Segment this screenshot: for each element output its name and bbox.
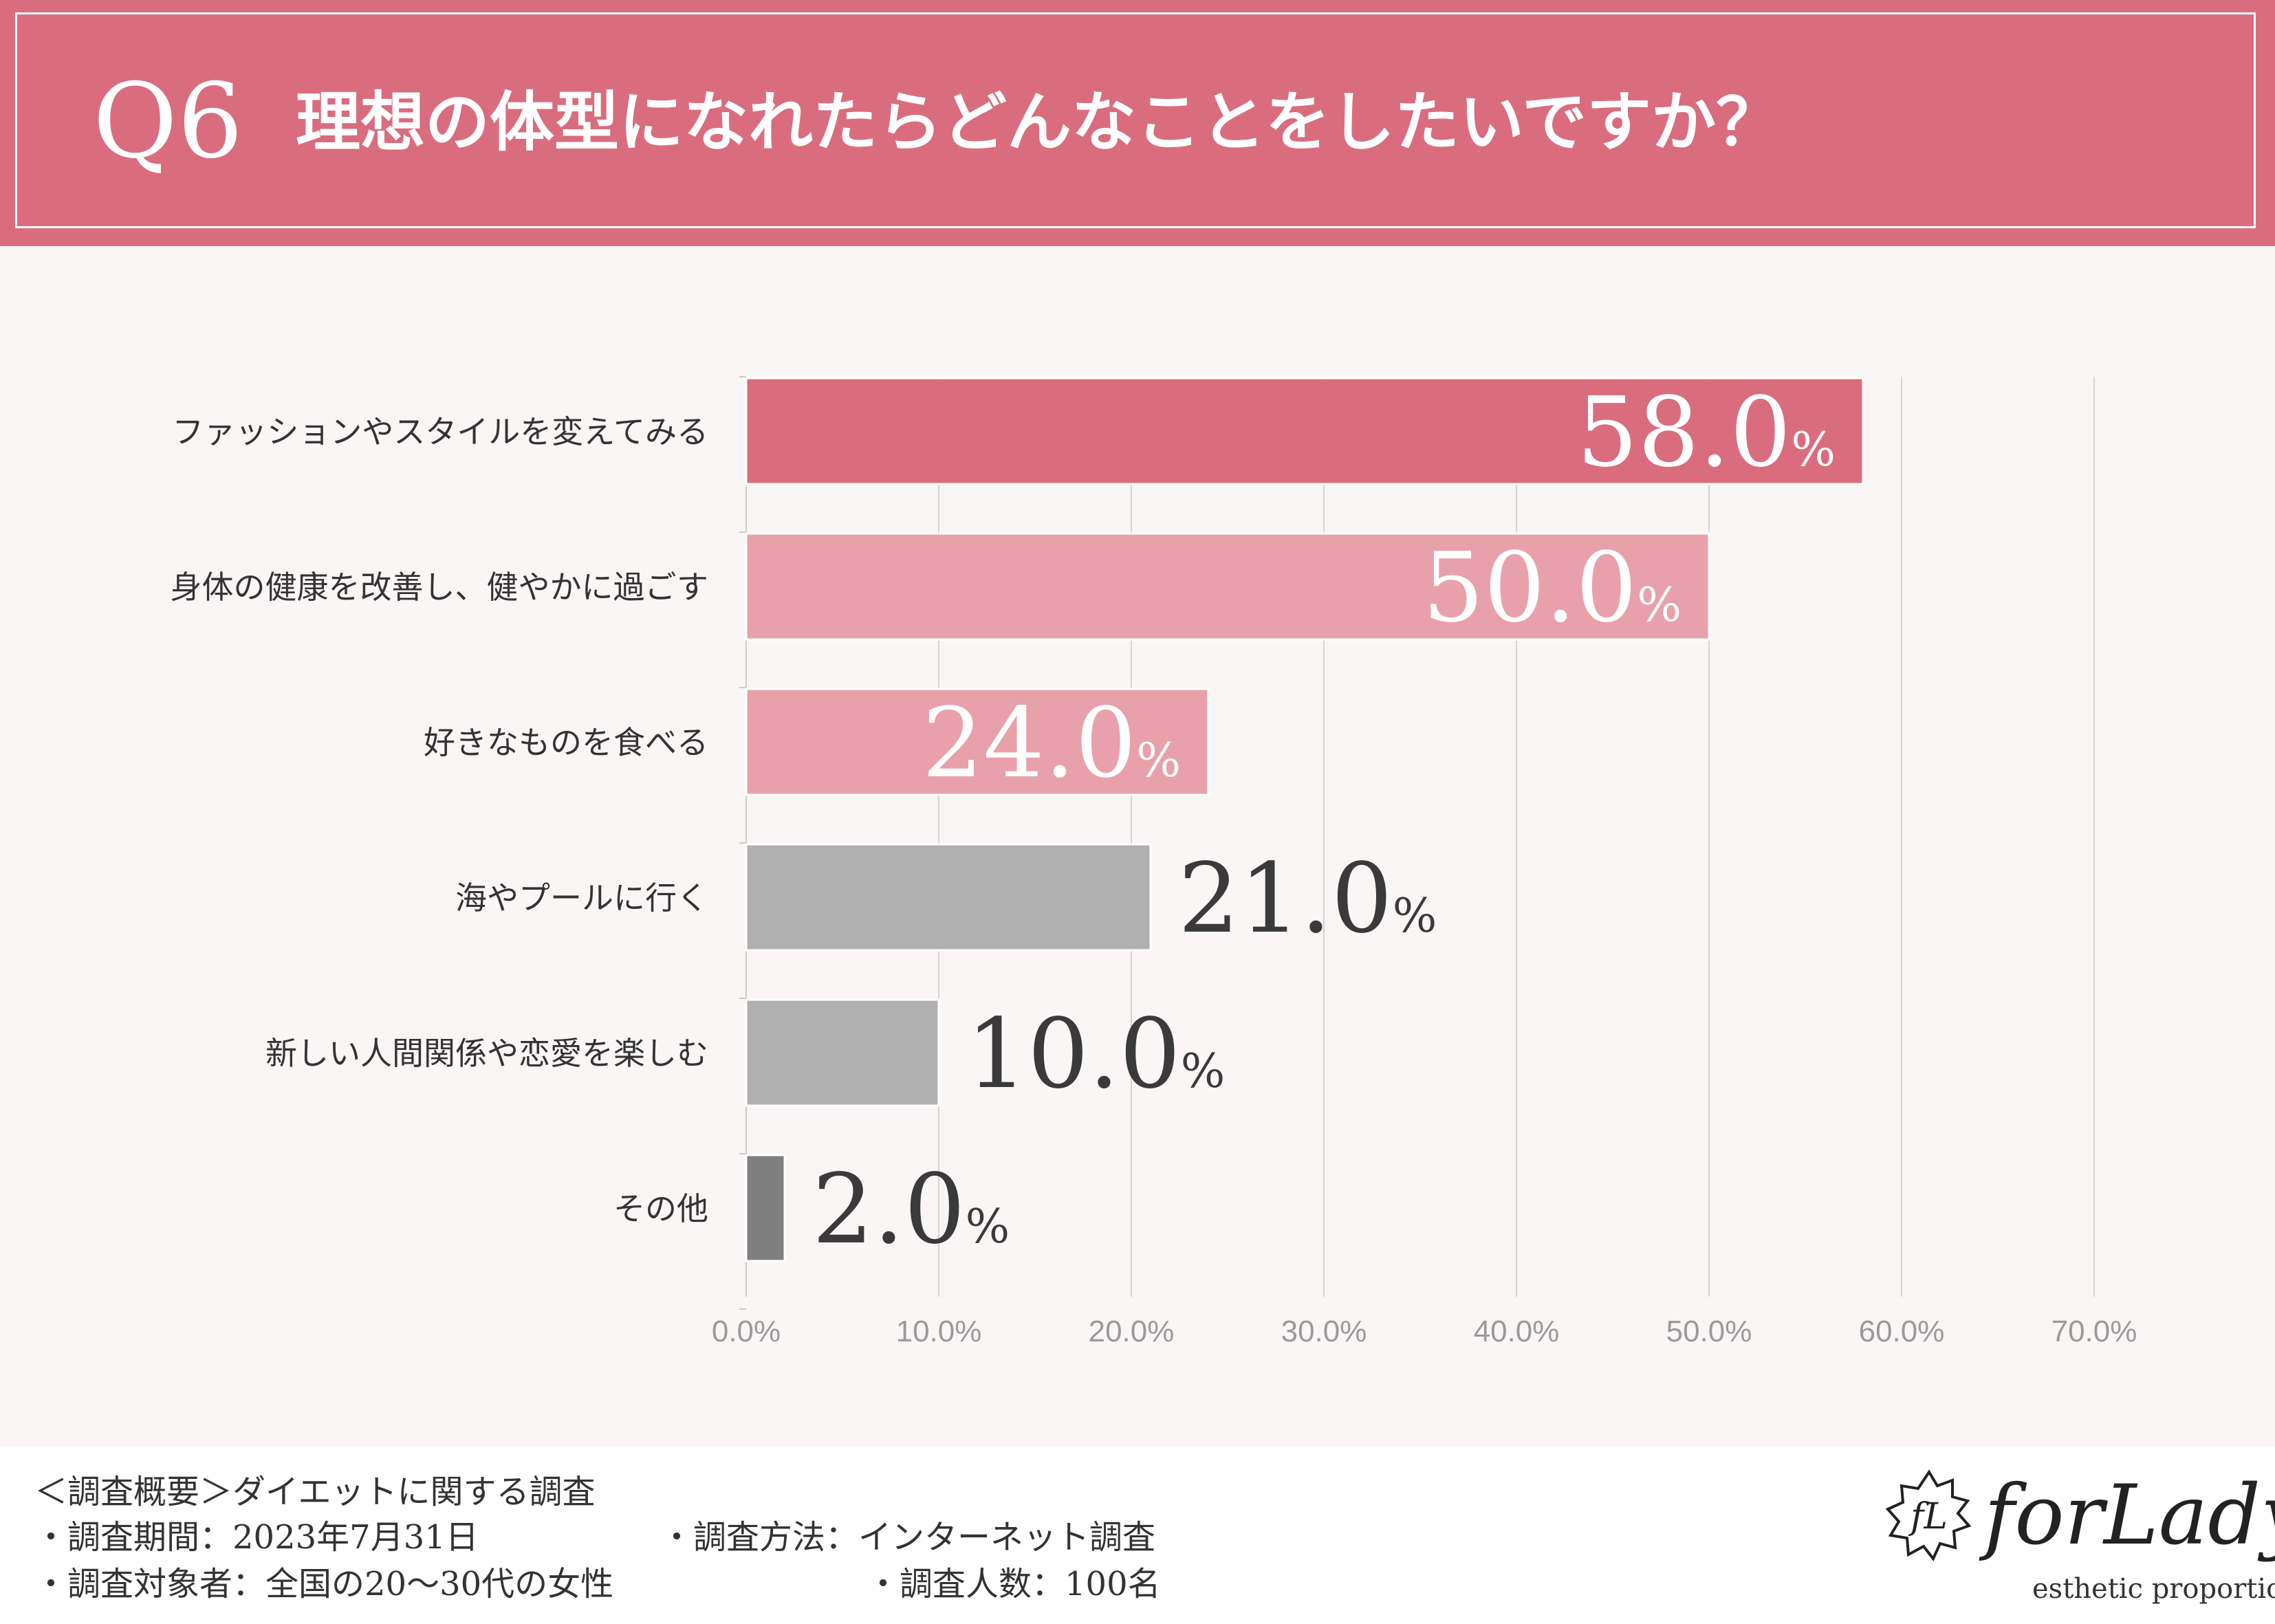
x-tick-label: 40.0% — [1474, 1315, 1560, 1348]
value-label: 2.0% — [812, 1154, 1010, 1266]
value-label: 24.0% — [922, 688, 1181, 800]
chart-bars — [745, 377, 1864, 1262]
category-label: 海やプールに行く — [455, 879, 708, 917]
bar — [745, 377, 1864, 485]
bar — [745, 688, 1210, 796]
bar — [745, 532, 1710, 641]
category-label: 身体の健康を改善し、健やかに過ごす — [171, 569, 708, 606]
category-label: その他 — [613, 1190, 708, 1227]
x-tick-label: 0.0% — [712, 1315, 781, 1348]
survey-method: ・調査方法：インターネット調査 — [660, 1518, 1156, 1557]
value-label: 10.0% — [966, 998, 1225, 1110]
chart-gridlines — [739, 376, 2095, 1310]
x-tick-label: 70.0% — [2051, 1315, 2137, 1348]
bar — [745, 998, 940, 1107]
question-title: 理想の体型になれたらどんなことをしたいですか？ — [296, 85, 1781, 160]
survey-target: ・調査対象者：全国の20〜30代の女性 — [34, 1565, 614, 1603]
forlady-logo-icon: fL — [1885, 1469, 1972, 1561]
survey-period: ・調査期間：2023年7月31日 — [34, 1518, 479, 1557]
category-label: ファッションやスタイルを変えてみる — [172, 413, 708, 450]
x-tick-label: 30.0% — [1281, 1315, 1367, 1348]
survey-summary: ＜調査概要＞ダイエットに関する調査 — [34, 1473, 596, 1511]
bar-chart: ファッションやスタイルを変えてみる身体の健康を改善し、健やかに過ごす好きなものを… — [171, 376, 2137, 1348]
x-tick-label: 60.0% — [1859, 1315, 1945, 1348]
x-axis-tick-labels: 0.0% 10.0% 20.0% 30.0% 40.0% 50.0% 60.0% 70.0% — [712, 1315, 2137, 1348]
category-label: 好きなものを食べる — [424, 724, 708, 761]
value-label: 21.0% — [1178, 843, 1437, 955]
bar — [745, 843, 1152, 952]
survey-count: ・調査人数：100名 — [867, 1565, 1161, 1603]
brand-tagline: esthetic proportion — [2032, 1573, 2275, 1605]
value-labels: 58.0% 50.0% 24.0% 21.0% 10.0% 2.0% — [812, 377, 1836, 1266]
value-label: 58.0% — [1577, 377, 1836, 489]
x-tick-label: 50.0% — [1666, 1315, 1752, 1348]
question-number: Q6 — [93, 62, 243, 182]
bar — [745, 1154, 786, 1262]
logo-mark-text: fL — [1908, 1496, 1948, 1537]
header-frame — [15, 12, 2256, 228]
question-header: Q6 理想の体型になれたらどんなことをしたいですか？ — [0, 0, 2275, 246]
category-labels: ファッションやスタイルを変えてみる身体の健康を改善し、健やかに過ごす好きなものを… — [171, 413, 708, 1227]
value-label: 50.0% — [1423, 532, 1681, 644]
survey-footer: ＜調査概要＞ダイエットに関する調査 ・調査期間：2023年7月31日 ・調査方法… — [0, 1447, 2275, 1624]
x-tick-label: 10.0% — [896, 1315, 982, 1348]
x-tick-label: 20.0% — [1089, 1315, 1175, 1348]
category-label: 新しい人間関係や恋愛を楽しむ — [265, 1035, 708, 1072]
brand-name: forLady — [1984, 1468, 2275, 1563]
